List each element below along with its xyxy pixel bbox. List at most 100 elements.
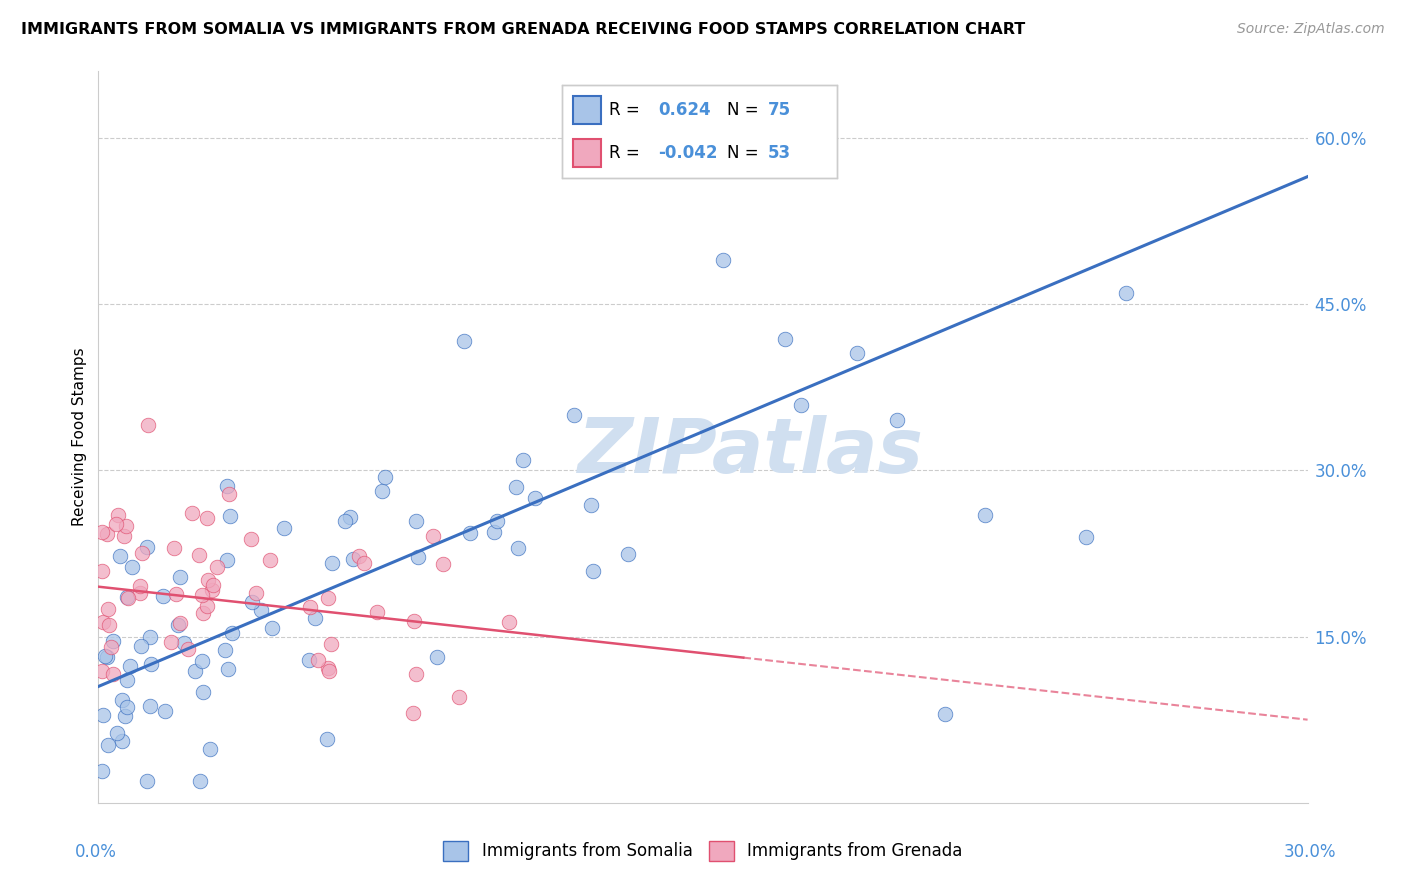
Point [453,334,475,349]
Point [366,605,388,619]
Point [177,642,200,657]
Point [91,524,114,539]
Point [193,685,215,699]
Point [262,621,284,635]
Point [523,491,546,505]
Point [101,633,124,648]
Point [218,486,240,500]
Point [191,606,214,620]
Point [188,773,211,788]
Point [316,591,339,605]
Point [405,514,427,528]
Point [198,742,221,756]
Point [138,630,160,644]
Point [318,664,340,678]
Point [205,560,228,574]
Point [188,548,211,562]
Point [93,707,115,722]
Point [202,578,225,592]
Point [974,508,997,522]
Point [169,570,191,584]
Point [96,527,118,541]
Point [94,648,117,663]
Point [138,698,160,713]
Point [107,508,129,522]
Point [304,611,326,625]
Point [117,591,139,606]
Point [506,541,529,556]
Point [582,564,605,578]
Point [97,738,120,752]
Point [115,673,138,687]
Point [239,532,262,546]
Point [105,726,128,740]
Point [96,650,118,665]
Point [353,556,375,570]
Point [319,636,342,650]
Point [201,583,224,598]
Point [245,586,267,600]
Point [169,616,191,631]
Text: 0.0%: 0.0% [75,843,117,861]
Point [374,470,396,484]
Point [117,700,139,714]
Point [215,479,238,493]
Point [91,664,114,678]
Point [129,639,152,653]
Point [152,589,174,603]
Point [214,643,236,657]
Point [131,546,153,560]
Point [114,708,136,723]
Text: 0.624: 0.624 [658,101,711,119]
Point [136,773,159,788]
Point [97,601,120,615]
Point [112,529,135,543]
Point [617,547,640,561]
Text: N =: N = [727,145,763,162]
Point [333,514,356,528]
Point [219,509,242,524]
Point [426,650,449,665]
Point [139,657,162,671]
Point [562,408,585,422]
Point [1115,285,1137,300]
Point [1074,530,1097,544]
Point [121,560,143,574]
Point [307,653,329,667]
Point [449,690,471,704]
Point [129,579,152,593]
Point [298,600,321,615]
Point [485,514,508,528]
Point [405,666,427,681]
Point [498,615,520,629]
Point [111,693,134,707]
Point [191,654,214,668]
Text: Source: ZipAtlas.com: Source: ZipAtlas.com [1237,22,1385,37]
Legend: Immigrants from Somalia, Immigrants from Grenada: Immigrants from Somalia, Immigrants from… [436,834,970,868]
Y-axis label: Receiving Food Stamps: Receiving Food Stamps [72,348,87,526]
Point [482,525,505,540]
Point [100,640,122,654]
Text: 75: 75 [768,101,792,119]
Text: IMMIGRANTS FROM SOMALIA VS IMMIGRANTS FROM GRENADA RECEIVING FOOD STAMPS CORRELA: IMMIGRANTS FROM SOMALIA VS IMMIGRANTS FR… [21,22,1025,37]
Text: ZIPatlas: ZIPatlas [578,415,924,489]
Text: R =: R = [609,101,645,119]
Point [240,594,263,608]
Point [250,603,273,617]
Point [197,573,219,587]
Point [505,480,527,494]
Point [195,510,218,524]
Point [934,707,956,722]
Point [347,549,370,563]
Point [195,599,218,614]
Point [422,529,444,543]
Bar [574,96,600,124]
Point [342,552,364,566]
Point [108,549,131,563]
Point [790,398,813,412]
Point [159,634,181,648]
Point [191,588,214,602]
Point [217,662,239,676]
Point [773,332,796,346]
Point [163,541,186,555]
